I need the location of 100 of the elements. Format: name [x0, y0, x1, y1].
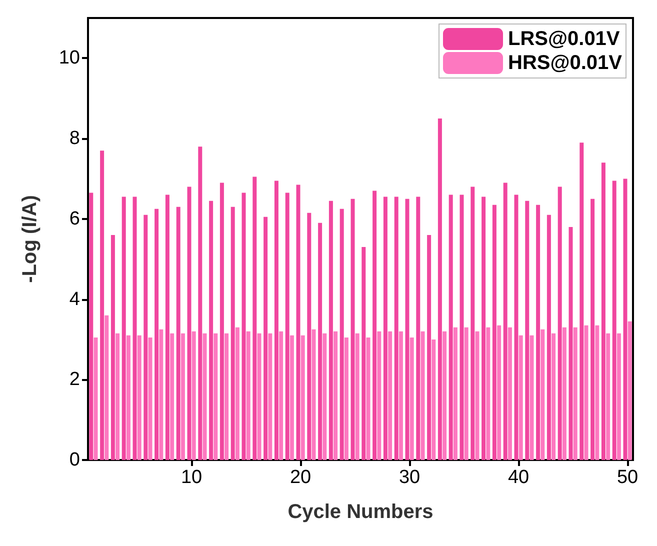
bar — [497, 325, 502, 460]
bar — [170, 333, 174, 460]
bar — [89, 192, 94, 460]
bar — [159, 329, 164, 460]
bar — [558, 186, 562, 460]
bar — [144, 214, 148, 460]
bar — [180, 333, 185, 460]
bar — [312, 329, 316, 460]
legend-label: HRS@0.01V — [508, 52, 623, 74]
bar — [518, 335, 523, 460]
bar — [242, 192, 246, 460]
bar — [224, 333, 229, 460]
bar — [176, 206, 180, 460]
bar — [137, 335, 142, 460]
bar — [416, 196, 420, 460]
y-axis-title: -Log (I/A) — [19, 195, 41, 283]
bar — [290, 335, 294, 460]
y-tick-label: 6 — [69, 208, 80, 230]
bar — [165, 194, 170, 460]
bar — [482, 196, 486, 460]
bar — [464, 327, 468, 460]
bar — [372, 190, 377, 460]
bar — [230, 206, 235, 460]
bar — [546, 214, 551, 460]
bar — [606, 333, 610, 460]
bar — [268, 333, 272, 460]
bar — [540, 329, 545, 460]
bar — [274, 180, 278, 460]
bar — [322, 333, 327, 460]
bar — [154, 208, 159, 460]
bar — [584, 325, 588, 460]
bar — [628, 321, 632, 460]
x-tick-label: 20 — [290, 467, 312, 488]
y-tick-label: 8 — [69, 128, 80, 150]
bar — [486, 327, 490, 460]
bar — [340, 208, 344, 460]
x-axis-title: Cycle Numbers — [288, 501, 434, 523]
x-tick-label: 40 — [508, 467, 530, 488]
bar — [525, 200, 530, 460]
bar — [334, 331, 338, 460]
bar — [432, 339, 436, 460]
bar — [398, 331, 403, 460]
bar — [126, 335, 130, 460]
bar — [246, 331, 250, 460]
bar — [110, 234, 115, 460]
bar — [623, 178, 628, 460]
bar — [475, 331, 480, 460]
bar — [220, 182, 224, 460]
bar — [104, 315, 109, 460]
bar — [355, 333, 360, 460]
bar — [503, 182, 508, 460]
bar — [438, 118, 442, 460]
bar — [100, 150, 104, 460]
bar — [420, 331, 425, 460]
bar — [307, 212, 312, 460]
bar — [198, 146, 202, 460]
bar — [285, 192, 290, 460]
bar — [318, 222, 322, 460]
bar — [552, 333, 556, 460]
bar — [601, 162, 606, 460]
bar — [377, 331, 382, 460]
bar — [366, 337, 370, 460]
y-tick-label: 0 — [69, 450, 80, 470]
bar — [590, 198, 595, 460]
bar — [148, 337, 152, 460]
bar — [470, 186, 475, 460]
bar — [580, 142, 584, 460]
bar — [562, 327, 566, 460]
bar — [453, 327, 458, 460]
y-tick-label: 4 — [69, 288, 80, 310]
legend-label: LRS@0.01V — [508, 28, 620, 50]
bar — [616, 333, 621, 460]
bar — [235, 327, 240, 460]
bar — [300, 335, 305, 460]
bar — [410, 337, 414, 460]
bar — [296, 184, 300, 460]
bar — [187, 186, 192, 460]
bar — [328, 200, 333, 460]
bar — [530, 335, 534, 460]
x-tick-label: 50 — [616, 467, 638, 488]
bar — [279, 331, 284, 460]
bar — [344, 337, 348, 460]
bar — [405, 198, 410, 460]
bar — [460, 194, 464, 460]
bar — [94, 337, 98, 460]
bar — [492, 204, 496, 460]
bar — [508, 327, 512, 460]
bar — [209, 200, 214, 460]
bar — [132, 196, 137, 460]
bar — [612, 180, 616, 460]
bar — [192, 331, 196, 460]
bar — [595, 325, 600, 460]
bar — [568, 226, 573, 460]
bar — [116, 333, 120, 460]
bar — [122, 196, 126, 460]
x-tick-label: 10 — [180, 467, 202, 488]
bar — [394, 196, 398, 460]
bar — [264, 216, 268, 460]
bar — [427, 234, 432, 460]
bar — [214, 333, 218, 460]
